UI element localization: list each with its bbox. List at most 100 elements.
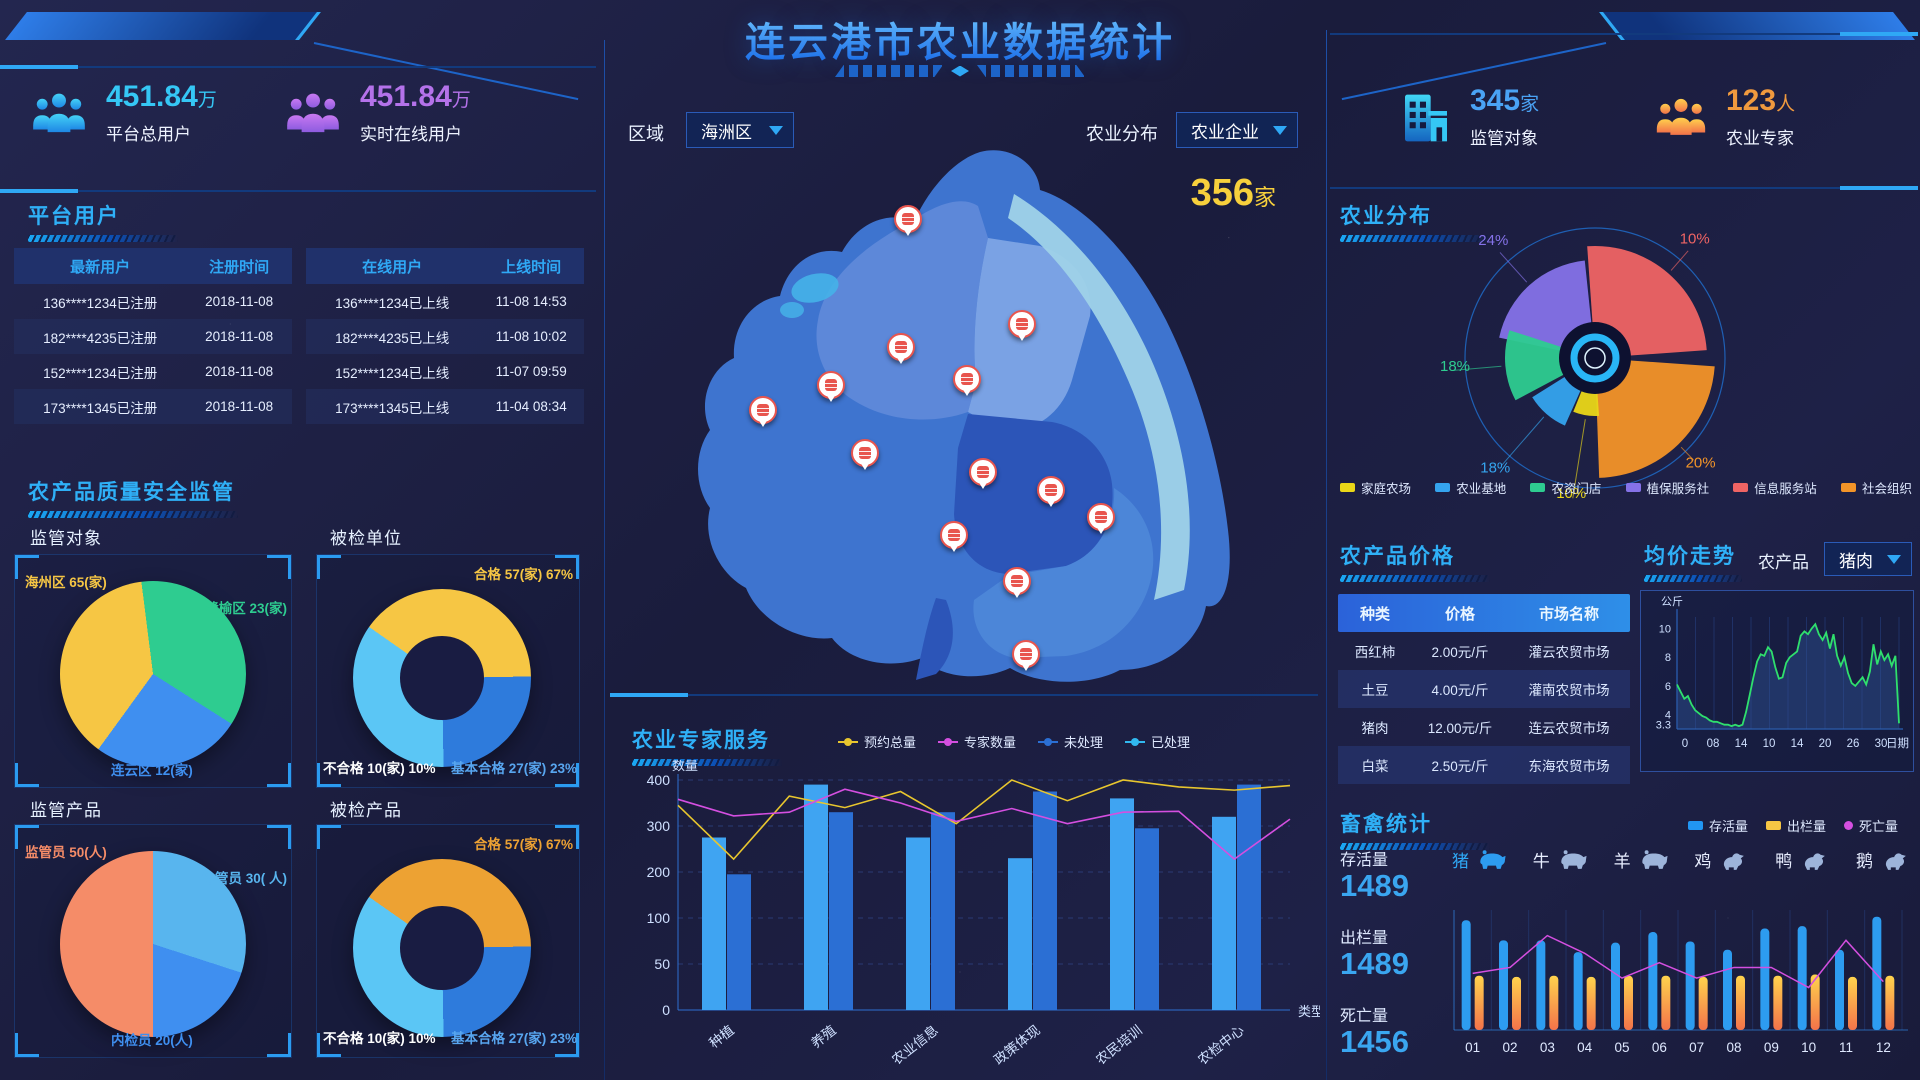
stat-label: 农业专家 [1726, 129, 1794, 148]
page-title: 连云港市农业数据统计 [0, 10, 1920, 68]
map-pin[interactable] [952, 365, 981, 397]
svg-text:8: 8 [1665, 652, 1671, 664]
animal-tab-猪[interactable]: 猪 [1452, 846, 1508, 872]
animal-tab-羊[interactable]: 羊 [1614, 846, 1670, 872]
svg-text:类型: 类型 [1298, 1004, 1320, 1019]
svg-text:4: 4 [1665, 710, 1671, 722]
svg-text:26: 26 [1847, 738, 1860, 750]
table-rows: 西红柿 2.00元/斤 灌云农贸市场 土豆 4.00元/斤 灌南农贸市场 猪肉 12.00元/… [1338, 632, 1630, 784]
table-row: 173****1345已注册 2018-11-08 [14, 389, 292, 424]
distribution-select-label: 农业分布 [1086, 124, 1158, 144]
pie-label: 基本合格 27(家) 23% [450, 761, 577, 776]
livestock-icon [1557, 846, 1589, 872]
legend-item: 未处理 [1038, 732, 1103, 751]
table-row: 152****1234已注册 2018-11-08 [43, 364, 274, 381]
pie-label: 监管员 50(人) [25, 845, 107, 860]
svg-text:08: 08 [1726, 1040, 1741, 1055]
stat-label: 实时在线用户 [360, 125, 462, 144]
map-pin[interactable] [1011, 640, 1040, 672]
map-pin[interactable] [894, 205, 923, 237]
legend-item: 农业基地 [1435, 478, 1506, 497]
livestock-legend: 存活量 出栏量 死亡量 [1688, 816, 1898, 835]
svg-text:300: 300 [647, 818, 671, 834]
map-pin[interactable] [887, 333, 916, 365]
chart-subtitle: 被检产品 [330, 801, 402, 820]
map-pin[interactable] [969, 458, 997, 490]
animal-tab-牛[interactable]: 牛 [1533, 846, 1589, 872]
svg-text:50: 50 [654, 956, 670, 972]
table-row: 西红柿 2.00元/斤 灌云农贸市场 [1354, 645, 1610, 660]
map-pin[interactable] [1003, 566, 1032, 598]
online-table: 在线用户 上线时间 136****1234已上线 11-08 14:53 182**… [306, 248, 584, 424]
section-expert-service: 农业专家服务 [632, 724, 782, 766]
pie-chart [60, 581, 246, 767]
stat-value: 1489 [1340, 946, 1409, 981]
donut-chart [353, 859, 531, 1037]
table-row: 136****1234已上线 11-08 14:53 [335, 294, 567, 311]
svg-text:0: 0 [662, 1002, 670, 1018]
svg-text:04: 04 [1577, 1040, 1593, 1055]
table-row: 土豆 4.00元/斤 灌南农贸市场 [1338, 670, 1630, 708]
bird-icon [1880, 846, 1912, 872]
product-select[interactable]: 猪肉 [1824, 542, 1912, 576]
distribution-select[interactable]: 农业企业 [1176, 112, 1298, 148]
map-pin[interactable] [1087, 502, 1116, 534]
animal-label: 鹅 [1855, 851, 1873, 871]
table-row: 182****4235已注册 2018-11-08 [14, 319, 292, 354]
animal-tab-鸡[interactable]: 鸡 [1694, 846, 1750, 872]
legend-item: 专家数量 [938, 732, 1016, 751]
map-pin[interactable] [940, 520, 969, 552]
legend-item: 家庭农场 [1340, 478, 1411, 497]
header-emblem [835, 64, 1085, 78]
map-pin[interactable] [1008, 309, 1037, 341]
rose-legend: 家庭农场 农业基地 农资门店 植保服务社 信息服务站 社会组织 [1340, 478, 1912, 497]
stat-label: 死亡量 [1340, 1008, 1389, 1025]
col-header: 种类 [1359, 605, 1390, 623]
col-header: 注册时间 [209, 258, 270, 276]
map-count-value: 356 [1190, 172, 1254, 214]
title-underline [1340, 235, 1490, 242]
map-pin[interactable] [850, 439, 879, 471]
legend-item: 预约总量 [838, 732, 916, 751]
pie-label: 基本合格 27(家) 23% [450, 1031, 577, 1046]
animal-tab-鸭[interactable]: 鸭 [1775, 846, 1831, 872]
pie-panel-checked-products: 合格 57(家) 67% 不合格 10(家) 10% 基本合格 27(家) 23… [316, 824, 580, 1058]
svg-text:3.3: 3.3 [1656, 720, 1671, 732]
svg-text:政策体现: 政策体现 [990, 1022, 1042, 1068]
map-pin[interactable] [817, 370, 846, 402]
title-underline [28, 235, 178, 242]
pie-label: 合格 57(家) 67% [473, 837, 573, 852]
map-pin[interactable] [749, 396, 778, 427]
map-container: 356家 [610, 130, 1310, 690]
livestock-icon [1638, 846, 1670, 872]
map-pin[interactable] [1036, 476, 1065, 508]
livestock-chart: 01 02 03 04 05 06 07 08 09 10 11 12 [1453, 910, 1908, 1055]
map-count-unit: 家 [1253, 185, 1276, 210]
svg-text:农检中心: 农检中心 [1195, 1022, 1247, 1067]
svg-text:农业信息: 农业信息 [888, 1022, 940, 1068]
svg-text:09: 09 [1764, 1040, 1779, 1055]
table-row: 136****1234已注册 2018-11-08 [43, 294, 274, 311]
stat-value: 451.84 [106, 80, 198, 113]
section-agri-distribution: 农业分布 [1340, 200, 1490, 242]
table-row: 182****4235已上线 11-08 10:02 [306, 319, 584, 354]
svg-text:10%: 10% [1556, 485, 1586, 502]
col-header: 最新用户 [70, 258, 131, 276]
region-select[interactable]: 海洲区 [686, 112, 794, 148]
online-users-icon [287, 93, 339, 132]
animal-tab-鹅[interactable]: 鹅 [1856, 846, 1912, 872]
table-row: 173****1345已上线 11-04 08:34 [306, 389, 584, 424]
product-select-label: 农产品 [1758, 553, 1809, 572]
svg-text:200: 200 [647, 864, 671, 880]
region-map [698, 150, 1230, 682]
svg-text:100: 100 [647, 910, 671, 926]
svg-text:06: 06 [1652, 1040, 1667, 1055]
section-prices: 农产品价格 [1340, 540, 1490, 582]
section-quality-supervision: 农产品质量安全监管 [28, 476, 238, 518]
pie-label: 内检员 20(人) [111, 1033, 193, 1048]
table-row: 152****1234已上线 11-07 09:59 [335, 364, 567, 381]
chart-subtitle: 被检单位 [330, 529, 402, 548]
stat-agri-experts: 123人 农业专家 [1652, 86, 1795, 149]
